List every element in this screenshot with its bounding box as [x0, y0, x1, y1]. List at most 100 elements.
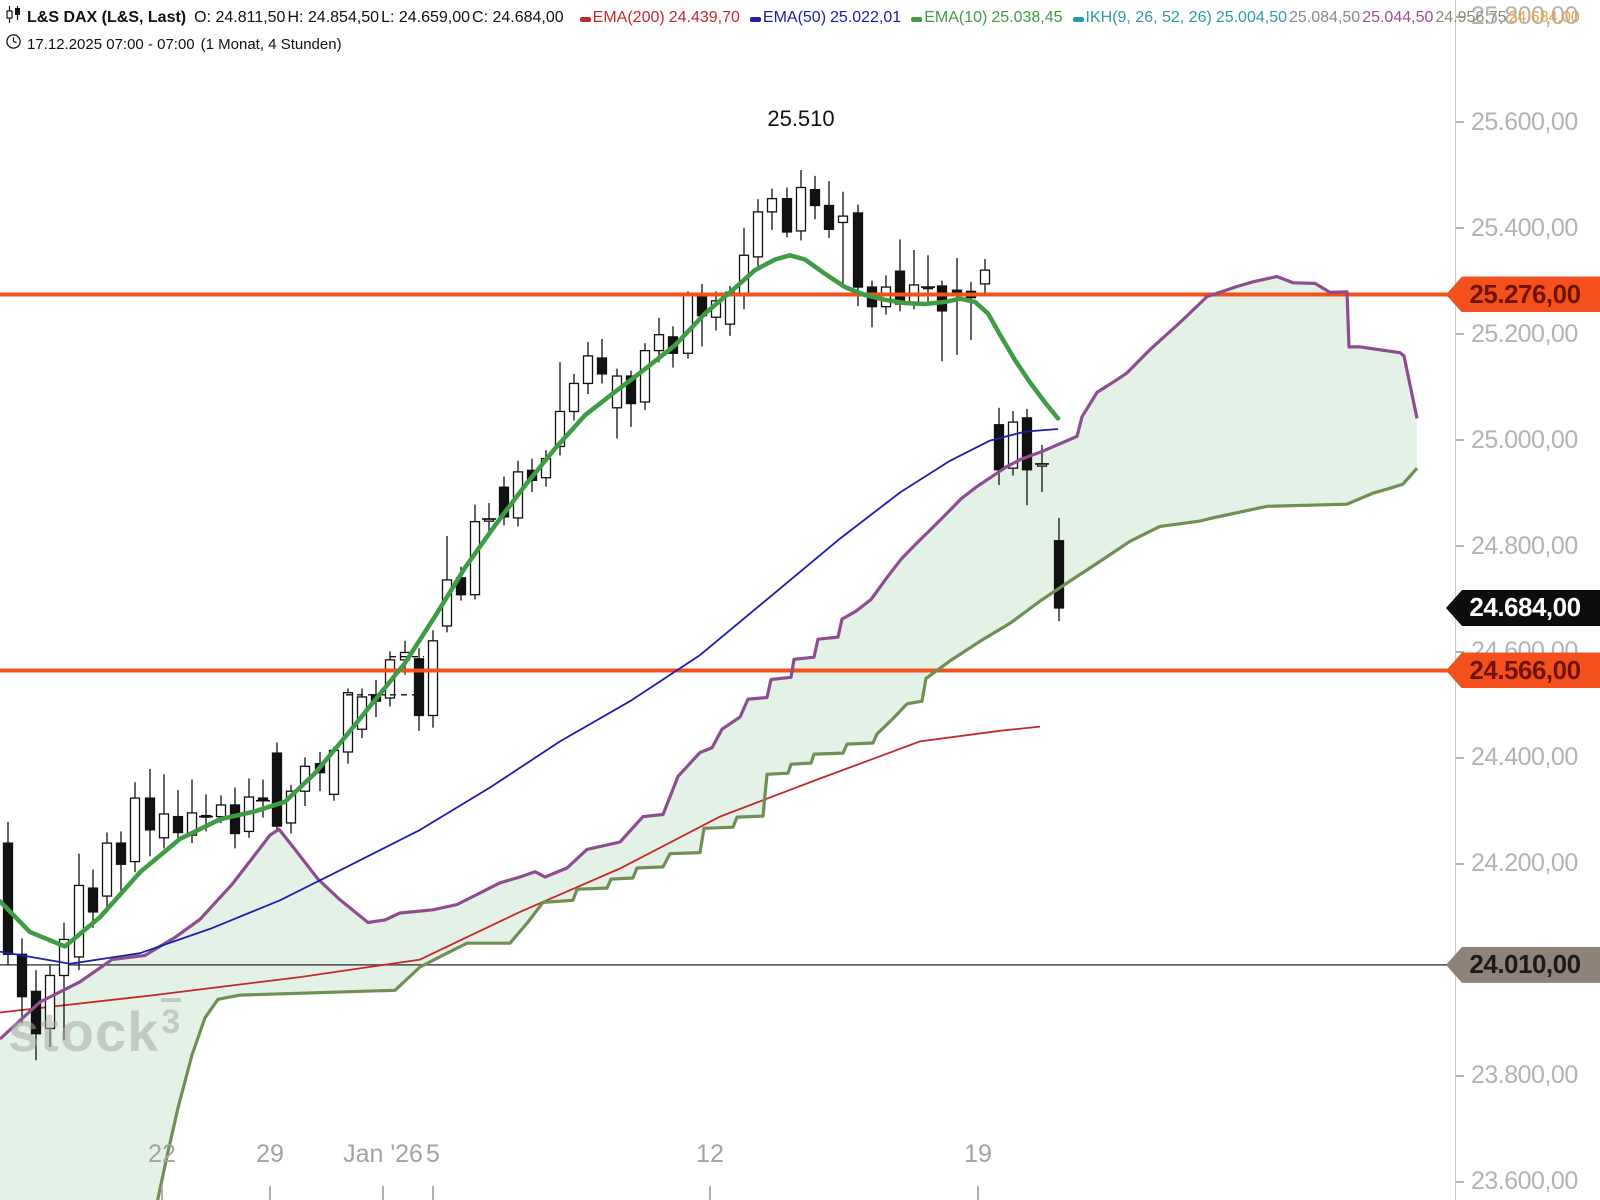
candle-body[interactable] — [682, 292, 694, 354]
chart-timeframe: (1 Monat, 4 Stunden) — [200, 36, 342, 53]
candle-body[interactable] — [639, 349, 651, 403]
candle-body[interactable] — [101, 842, 113, 897]
indicator-label[interactable]: EMA(10) — [924, 9, 988, 26]
candle-body[interactable] — [2, 842, 14, 955]
candle-body[interactable] — [215, 804, 227, 818]
symbol-name[interactable]: L&S DAX (L&S, Last) — [27, 9, 187, 26]
indicator-value: 25.044,50 — [1362, 9, 1434, 26]
y-axis-tick: 25.000,00 — [1456, 426, 1578, 455]
y-axis-tick: 25.600,00 — [1456, 108, 1578, 137]
indicator-value: 24.439,70 — [668, 9, 740, 26]
badge-last-price[interactable]: 24.684,00 — [1446, 589, 1600, 626]
indicator-label[interactable]: EMA(50) — [762, 9, 827, 26]
y-tick-label: 25.200,00 — [1471, 319, 1578, 348]
y-tick-label: 23.600,00 — [1471, 1167, 1578, 1195]
y-tick-label: 25.600,00 — [1471, 107, 1578, 136]
time-info-row: 17.12.2025 07:00 - 07:00 (1 Monat, 4 Stu… — [6, 34, 1582, 56]
legend-color-chip — [579, 17, 591, 22]
ohlc-values: O: 24.811,50 H: 24.854,50 L: 24.659,00 C: 2… — [194, 7, 566, 29]
y-axis-tick: 25.200,00 — [1456, 320, 1578, 349]
indicator-legend: EMA(200) 24.439,70 EMA(50) 25.022,01 EMA(10)… — [572, 7, 1582, 29]
candle-body[interactable] — [582, 355, 594, 385]
candle-body[interactable] — [271, 752, 283, 827]
candle-body[interactable] — [58, 938, 70, 977]
candle-body[interactable] — [979, 269, 991, 285]
x-tick-mark — [161, 1186, 163, 1200]
candle-body[interactable] — [413, 658, 425, 717]
candle-body[interactable] — [1053, 540, 1065, 609]
y-axis-tick: 24.200,00 — [1456, 849, 1578, 878]
indicator-value: 24.684,00 — [1508, 9, 1580, 26]
candle-body[interactable] — [554, 410, 566, 448]
candle-body[interactable] — [129, 797, 141, 863]
y-axis-tick: 23.800,00 — [1456, 1061, 1578, 1090]
price-axis[interactable]: 25.800,00 25.600,00 25.400,00 25.200,00 25.0… — [1446, 0, 1600, 1200]
badge-support-lower[interactable]: 24.566,00 — [1446, 652, 1600, 689]
y-tick-mark — [1456, 121, 1464, 124]
indicator-value: 25.004,50 — [1215, 9, 1287, 26]
candle-body[interactable] — [936, 285, 948, 312]
y-tick-mark — [1456, 1074, 1464, 1077]
candle-body[interactable] — [30, 990, 42, 1035]
y-axis-tick: 25.400,00 — [1456, 214, 1578, 243]
candle-body[interactable] — [87, 887, 99, 913]
y-axis-tick: 25.800,00 — [1456, 2, 1578, 31]
candle-body[interactable] — [823, 204, 835, 230]
x-tick-mark — [432, 1186, 434, 1200]
candle-body[interactable] — [795, 186, 807, 232]
y-tick-mark — [1456, 333, 1464, 336]
indicator-label[interactable]: EMA(200) — [592, 9, 665, 26]
peak-price-annotation[interactable]: 25.510 — [767, 106, 835, 132]
candle-body[interactable] — [73, 884, 85, 958]
ema10-line[interactable] — [0, 253, 1061, 949]
y-axis-tick: 24.800,00 — [1456, 532, 1578, 561]
candle-body[interactable] — [1007, 421, 1019, 469]
ema50-line[interactable] — [0, 428, 1059, 965]
badge-resistance-upper[interactable]: 25.276,00 — [1446, 276, 1600, 313]
candle-body[interactable] — [44, 974, 56, 1030]
candle-body[interactable] — [144, 797, 156, 831]
candle-body[interactable] — [653, 334, 665, 352]
candle-body[interactable] — [158, 813, 170, 839]
y-tick-label: 23.800,00 — [1471, 1061, 1578, 1090]
candle-body[interactable] — [568, 382, 580, 413]
y-tick-mark — [1456, 756, 1464, 759]
indicator-label[interactable]: IKH(9, 26, 52, 26) — [1085, 9, 1212, 26]
y-tick-label: 25.400,00 — [1471, 213, 1578, 242]
candle-body[interactable] — [752, 211, 764, 258]
candle-body[interactable] — [285, 790, 297, 824]
legend-color-chip — [749, 17, 761, 22]
candle-body[interactable] — [993, 424, 1005, 471]
candle-body[interactable] — [625, 375, 637, 405]
candle-body[interactable] — [809, 188, 821, 207]
candle-body[interactable] — [1021, 417, 1033, 471]
candle-body[interactable] — [16, 953, 28, 998]
candle-body[interactable] — [427, 640, 439, 717]
indicator-value: 24.956,75 — [1435, 9, 1507, 26]
candle-body[interactable] — [852, 212, 864, 288]
candle-body[interactable] — [766, 197, 778, 213]
clock-icon — [6, 34, 21, 56]
ema200-line[interactable] — [0, 725, 1041, 1014]
legend-color-chip — [1072, 17, 1084, 22]
candle-body[interactable] — [596, 357, 608, 375]
x-tick-mark — [709, 1186, 711, 1200]
candle-body[interactable] — [837, 215, 849, 224]
candle-body[interactable] — [229, 804, 241, 835]
candle-body[interactable] — [781, 197, 793, 233]
candle-body[interactable] — [894, 270, 906, 305]
y-tick-label: 24.400,00 — [1471, 743, 1578, 772]
candle-body[interactable] — [172, 815, 184, 834]
y-tick-mark — [1456, 1180, 1464, 1183]
candle-body[interactable] — [342, 692, 354, 753]
senkou-span-b-line[interactable] — [156, 467, 1419, 1200]
senkou-span-a-line[interactable] — [0, 274, 1419, 1041]
legend-color-chip — [911, 17, 923, 22]
candle-body[interactable] — [880, 286, 892, 308]
y-tick-label: 24.200,00 — [1471, 849, 1578, 878]
candle-body[interactable] — [115, 842, 127, 865]
badge-gray-level[interactable]: 24.010,00 — [1446, 946, 1600, 983]
ohlc-value: H: 24.854,50 — [287, 9, 380, 26]
